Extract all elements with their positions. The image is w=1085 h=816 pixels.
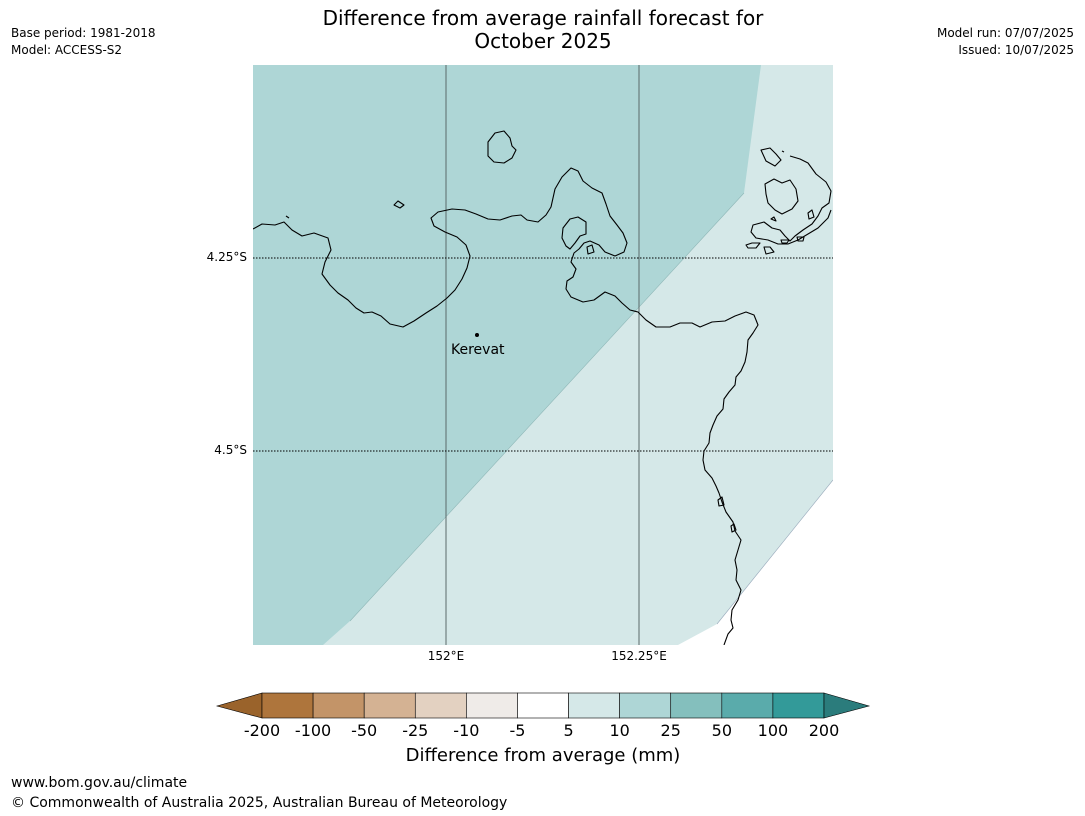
cbar-cell--5-to-5 (517, 692, 569, 719)
cbar-tick--5: -5 (509, 721, 526, 740)
cbar-tick-25: 25 (660, 721, 681, 740)
cbar-cell-50-to-100 (721, 692, 774, 719)
title-line-1: Difference from average rainfall forecas… (322, 6, 764, 30)
kerevat-marker (475, 333, 479, 337)
cbar-cell-100-to-200 (772, 692, 825, 719)
model-name: Model: ACCESS-S2 (11, 43, 123, 57)
colorbar-title: Difference from average (mm) (405, 745, 681, 766)
cbar-cell-25-to-50 (670, 692, 723, 719)
model-run: Model run: 07/07/2025 (936, 26, 1074, 40)
cbar-extend-low (215, 692, 263, 719)
cbar-tick-5: 5 (563, 721, 574, 740)
cbar-extend-high (823, 692, 871, 719)
cbar-cell--100-to--50 (312, 692, 365, 719)
footer-copyright: © Commonwealth of Australia 2025, Austra… (11, 795, 508, 811)
region-10-to-25 (253, 65, 761, 645)
place-label-kerevat: Kerevat (451, 342, 505, 358)
cbar-cell--200-to--100 (261, 692, 314, 719)
cbar-tick-10: 10 (609, 721, 630, 740)
cbar-cell-10-to-25 (619, 692, 672, 719)
meta-left: Base period: 1981-2018 Model: ACCESS-S2 (11, 25, 156, 59)
coastline (253, 130, 832, 645)
lat-label-4-5: 4.5°S (214, 443, 247, 457)
cbar-tick--100: -100 (294, 721, 332, 740)
cbar-tick--10: -10 (453, 721, 480, 740)
colorbar (215, 692, 871, 719)
cbar-tick-50: 50 (711, 721, 732, 740)
map-title: Difference from average rainfall forecas… (293, 7, 793, 53)
lon-label-152: 152°E (427, 649, 465, 663)
footer-url: www.bom.gov.au/climate (11, 775, 188, 791)
cbar-cell-5-to-10 (568, 692, 620, 719)
issued-date: Issued: 10/07/2025 (958, 43, 1074, 57)
lon-label-152-25: 152.25°E (611, 649, 667, 663)
cbar-tick--50: -50 (351, 721, 378, 740)
base-period: Base period: 1981-2018 (11, 26, 156, 40)
cbar-tick-100: 100 (757, 721, 789, 740)
cbar-tick--25: -25 (402, 721, 429, 740)
title-line-2: October 2025 (474, 29, 612, 53)
cbar-cell--25-to--10 (414, 692, 467, 719)
lat-label-4-25: 4.25°S (206, 250, 247, 264)
map-area (253, 65, 833, 645)
meta-right: Model run: 07/07/2025 Issued: 10/07/2025 (937, 25, 1074, 59)
cbar-tick--200: -200 (243, 721, 281, 740)
cbar-tick-200: 200 (808, 721, 840, 740)
cbar-cell--50-to--25 (363, 692, 416, 719)
cbar-cell--10-to--5 (466, 692, 518, 719)
